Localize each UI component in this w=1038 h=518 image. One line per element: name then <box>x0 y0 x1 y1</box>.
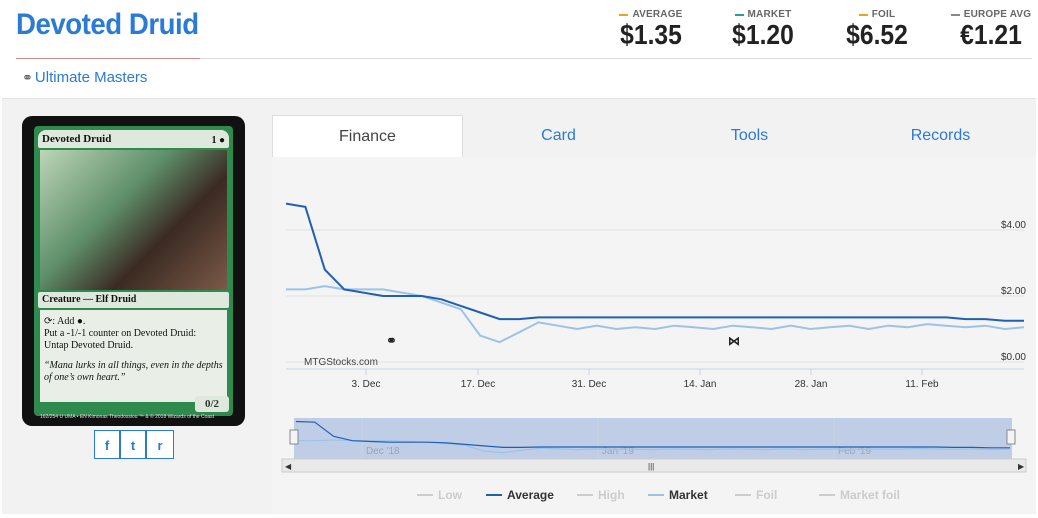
legend-item-average: Average <box>507 488 554 502</box>
page-header: Devoted Druid ⚭ Ultimate Masters AVERAGE… <box>0 0 1038 98</box>
price-label: FOIL <box>871 9 896 20</box>
card-art <box>40 150 227 290</box>
series-line-average <box>285 202 1024 322</box>
chart-grid <box>286 229 1024 370</box>
scroll-left-icon: ◀ <box>285 462 292 471</box>
card-frame: Devoted Druid 1 ● Creature — Elf Druid ⟳:… <box>34 126 233 420</box>
power-toughness: 0/2 <box>195 396 229 412</box>
navigator-selection <box>294 418 1012 459</box>
link-icon: ⚭ <box>22 69 33 85</box>
title-underline <box>16 58 200 59</box>
navigator-scrollbar <box>281 458 1027 473</box>
navigator-tick-label: Jan '19 <box>602 446 634 457</box>
price-value: €1.21 <box>960 19 1022 50</box>
price-market: MARKET $1.20 <box>722 9 804 50</box>
price-europe: EUROPE AVG €1.21 <box>948 9 1034 50</box>
y-tick-label: $0.00 <box>1001 352 1026 363</box>
twitter-icon: t <box>130 438 136 453</box>
average-swatch <box>619 13 629 16</box>
tab-finance[interactable]: Finance <box>272 115 463 157</box>
navigator-line-average <box>295 420 1010 449</box>
set-link[interactable]: ⚭ Ultimate Masters <box>22 69 147 86</box>
tab-bar: Finance Card Tools Records <box>272 115 1036 157</box>
set-name: Ultimate Masters <box>34 69 148 86</box>
reddit-icon: r <box>157 438 163 453</box>
x-tick-label: 14. Jan <box>684 379 717 390</box>
y-tick-label: $4.00 <box>1001 220 1026 231</box>
flavor-text: “Mana lurks in all things, even in the d… <box>44 360 223 383</box>
card-image[interactable]: Devoted Druid 1 ● Creature — Elf Druid ⟳:… <box>22 116 245 426</box>
scroll-right-icon: ▶ <box>1018 462 1025 471</box>
reddit-share-button[interactable]: r <box>146 430 174 459</box>
legend-item-foil: Foil <box>756 488 777 502</box>
navigator-series <box>295 420 1011 454</box>
header-divider <box>200 58 1032 59</box>
rules-line: : Add ●. <box>52 316 86 327</box>
navigator-tick-label: Feb '19 <box>838 446 871 457</box>
price-average: AVERAGE $1.35 <box>610 9 692 50</box>
price-value: $1.20 <box>732 19 794 50</box>
price-foil: FOIL $6.52 <box>836 9 918 50</box>
y-tick-label: $2.00 <box>1001 286 1026 297</box>
mana-cost: 1 ● <box>211 135 225 146</box>
ikoria-icon: ⋈ <box>728 334 740 348</box>
legend-item-high: High <box>598 488 625 502</box>
x-tick-label: 3. Dec <box>352 379 381 390</box>
navigator-left-handle <box>289 429 299 445</box>
foil-swatch <box>858 13 868 16</box>
legend-item-market: Market <box>669 488 708 502</box>
price-value: $1.35 <box>620 19 682 50</box>
facebook-icon: f <box>104 438 110 453</box>
chart-legend: Low Average High Market Foil Market foil <box>417 488 900 502</box>
x-tick-label: 11. Feb <box>905 379 939 390</box>
x-tick-label: 31. Dec <box>572 379 606 390</box>
x-tick-label: 17. Dec <box>461 379 495 390</box>
market-swatch <box>734 13 744 16</box>
rules-line: Put a -1/-1 counter on Devoted Druid: Un… <box>44 328 197 351</box>
range-navigator: Dec '18 Jan '19 Feb '19 ◀ ▶ ||| <box>281 418 1027 473</box>
chart-watermark: MTGStocks.com <box>304 357 378 368</box>
scroll-grip-icon: ||| <box>648 462 654 471</box>
card-rules-text: ⟳: Add ●. Put a -1/-1 counter on Devoted… <box>40 310 227 402</box>
card-image-name: Devoted Druid 1 ● <box>38 130 229 148</box>
legend-item-low: Low <box>438 488 463 502</box>
x-tick-label: 28. Jan <box>795 379 828 390</box>
tab-records[interactable]: Records <box>910 127 971 144</box>
legend-item-market-foil: Market foil <box>840 488 900 502</box>
y-axis: $4.00 $2.00 $0.00 <box>1001 220 1026 363</box>
navigator-axis: Dec '18 Jan '19 Feb '19 <box>361 418 871 459</box>
tab-card[interactable]: Card <box>541 127 576 144</box>
card-footer: 162/254 U UMA • EN Kimonas Theodossiou ™… <box>40 414 215 420</box>
navigator-tick-label: Dec '18 <box>366 446 400 457</box>
price-value: $6.52 <box>846 19 908 50</box>
twitter-share-button[interactable]: t <box>120 430 146 459</box>
x-axis: 3. Dec 17. Dec 31. Dec 14. Jan 28. Jan 11. Fe… <box>352 369 939 390</box>
chart-container: $4.00 $2.00 $0.00 3. Dec 17. Dec 31. Dec 14. … <box>272 157 1036 513</box>
price-label: AVERAGE <box>632 9 683 20</box>
price-chart[interactable]: $4.00 $2.00 $0.00 3. Dec 17. Dec 31. Dec 14. … <box>272 157 1036 513</box>
card-title: Devoted Druid <box>16 8 199 41</box>
set-release-icon: ⚭ <box>386 333 397 348</box>
card-type-line: Creature — Elf Druid <box>38 292 229 308</box>
price-label: MARKET <box>747 9 792 20</box>
navigator-right-handle <box>1006 429 1016 445</box>
price-label: EUROPE AVG <box>963 9 1032 20</box>
chart-series <box>285 202 1025 344</box>
tap-icon: ⟳ <box>44 316 53 327</box>
tab-tools[interactable]: Tools <box>730 127 769 144</box>
europe-swatch <box>950 13 960 16</box>
facebook-share-button[interactable]: f <box>94 430 120 459</box>
series-line-market <box>286 285 1025 344</box>
